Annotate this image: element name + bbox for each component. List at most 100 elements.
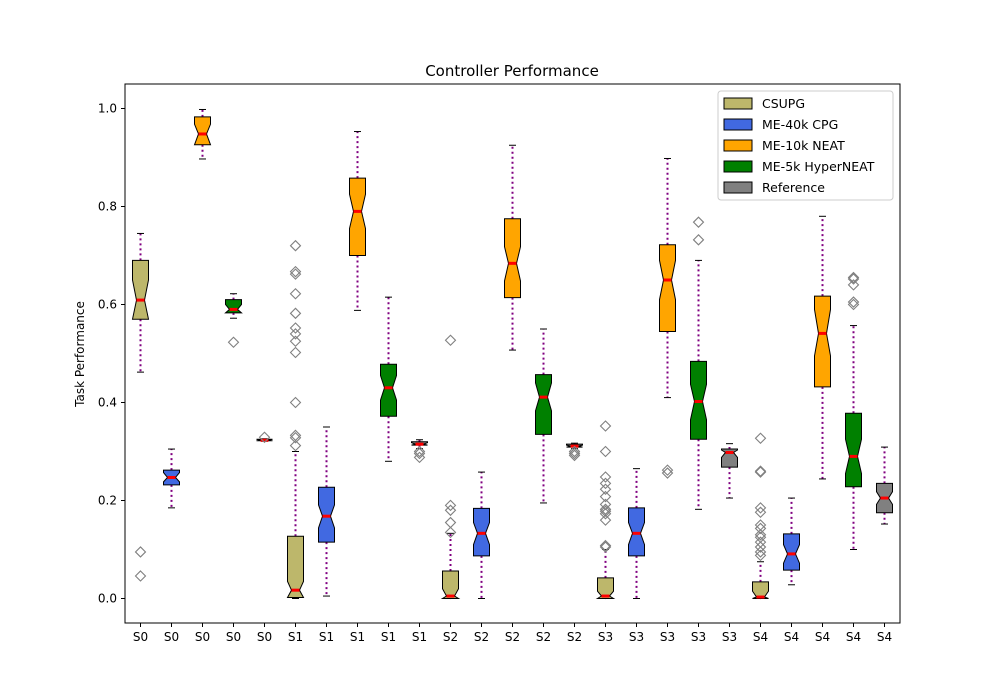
y-axis-label: Task Performance [73, 301, 87, 408]
outlier-point [444, 504, 457, 517]
box-group-s3-me-10k-neat [659, 157, 676, 479]
x-tick-label: S0 [133, 630, 148, 644]
outlier-point [444, 499, 457, 512]
outlier-point [599, 541, 612, 553]
legend-label: ME-10k NEAT [762, 138, 845, 153]
box-body [845, 412, 862, 488]
chart-title: Controller Performance [425, 62, 599, 80]
outlier-point [754, 465, 767, 477]
outlier-point [599, 490, 612, 503]
x-tick-label: S4 [815, 630, 830, 644]
outlier-point [847, 279, 860, 291]
outlier-point [754, 546, 767, 558]
box-group-s0-me-40k-cpg [163, 448, 180, 509]
legend-swatch [723, 97, 753, 110]
x-tick-label: S4 [753, 630, 768, 644]
box-body [814, 295, 831, 388]
box-body [752, 581, 769, 599]
legend-label: ME-5k HyperNEAT [762, 159, 875, 174]
box-group-s4-csupg [752, 432, 769, 599]
box-body [286, 535, 305, 599]
outlier-point [599, 503, 612, 516]
outlier-point [413, 447, 426, 460]
outlier-point [692, 216, 705, 228]
outlier-point [289, 328, 302, 340]
outlier-point [599, 420, 612, 432]
outlier-point [754, 529, 767, 541]
x-tick-label: S0 [195, 630, 210, 644]
legend-label: ME-40k CPG [762, 117, 838, 132]
outlier-point [568, 445, 581, 458]
outlier-point [289, 287, 302, 300]
outlier-point [754, 502, 767, 514]
box-body [131, 259, 150, 320]
legend-label: CSUPG [762, 96, 805, 111]
outlier-point [289, 239, 302, 252]
outlier-point [289, 439, 302, 452]
legend-swatch [723, 118, 753, 131]
x-tick-label: S2 [505, 630, 520, 644]
outlier-point [599, 539, 612, 552]
box-group-s2-me-40k-cpg [473, 471, 490, 599]
box-group-s0-reference [256, 431, 273, 444]
box-group-s2-reference [566, 442, 583, 462]
box-body [193, 116, 212, 146]
x-tick-label: S1 [319, 630, 334, 644]
box-group-s3-reference [721, 443, 738, 499]
outlier-point [754, 506, 767, 519]
box-group-s2-csupg [440, 334, 461, 599]
legend-swatch [723, 160, 753, 173]
outlier-point [599, 445, 612, 458]
outlier-point [754, 466, 767, 478]
legend-label: Reference [762, 180, 825, 195]
outlier-point [847, 298, 860, 311]
y-tick-label: 0.0 [98, 592, 117, 606]
x-tick-label: S1 [412, 630, 427, 644]
plot-area [131, 108, 893, 599]
x-tick-label: S2 [567, 630, 582, 644]
outlier-point [568, 447, 581, 460]
outlier-point [444, 526, 457, 539]
outlier-point [847, 296, 860, 308]
box-group-s0-csupg [131, 232, 150, 582]
box-group-s1-me-5k-hyperneat [380, 296, 397, 462]
y-tick-label: 0.2 [98, 494, 117, 508]
box-group-s1-me-40k-cpg [318, 426, 335, 597]
outlier-point [289, 432, 302, 444]
box-body [783, 533, 800, 571]
box-body [349, 177, 366, 256]
outlier-point [754, 432, 767, 445]
box-body [440, 570, 461, 599]
legend-swatch [723, 181, 753, 194]
x-tick-label: S0 [226, 630, 241, 644]
box-body [504, 218, 521, 299]
outlier-point [289, 335, 302, 348]
y-axis: 0.0 0.2 0.4 0.6 0.8 1.0 [98, 102, 125, 606]
x-axis: S0 S0 S0 S0 S0 S1 S1 S1 S1 S1 S2 S2 S2 S2 S2 S3 S3 S3 S3 S3… [133, 623, 892, 644]
box-group-s1-reference [411, 439, 428, 464]
x-tick-label: S0 [164, 630, 179, 644]
outlier-point [599, 514, 612, 526]
outlier-point [754, 541, 767, 553]
box-group-s4-me-40k-cpg [783, 497, 800, 586]
x-tick-label: S2 [474, 630, 489, 644]
x-tick-label: S1 [350, 630, 365, 644]
box-group-s1-csupg [286, 239, 305, 599]
outlier-point [444, 334, 457, 347]
x-tick-label: S1 [288, 630, 303, 644]
outlier-point [661, 467, 674, 479]
box-group-s1-me-10k-neat [349, 131, 366, 311]
outlier-point [599, 507, 612, 520]
outlier-point [289, 346, 302, 359]
legend-swatch [723, 139, 753, 152]
box-group-s4-me-10k-neat [814, 215, 831, 480]
outlier-point [847, 271, 860, 284]
outlier-point [599, 505, 612, 518]
box-group-s4-reference [876, 446, 893, 525]
outlier-point [134, 570, 147, 582]
box-body [380, 363, 397, 417]
outlier-point [847, 273, 860, 285]
x-tick-label: S0 [257, 630, 272, 644]
x-tick-label: S3 [598, 630, 613, 644]
